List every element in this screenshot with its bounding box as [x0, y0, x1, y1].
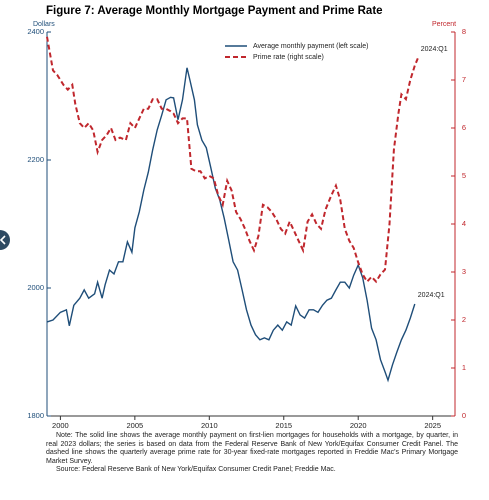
y2-tick-label: 2 — [462, 315, 466, 324]
notes: Note: The solid line shows the average m… — [46, 432, 458, 475]
y2-axis-label: Percent — [432, 21, 456, 28]
x-tick-label: 2020 — [350, 421, 367, 430]
y-axis-label: Dollars — [33, 21, 55, 28]
nav-button[interactable] — [0, 230, 10, 250]
y2-tick-label: 0 — [462, 411, 466, 420]
legend-label: Average monthly payment (left scale) — [253, 43, 368, 50]
note: Source: Federal Reserve Bank of New York… — [56, 466, 336, 474]
y2-tick-label: 6 — [462, 123, 466, 132]
end-label: 2024:Q1 — [418, 292, 445, 299]
y2-tick-label: 4 — [462, 219, 466, 228]
legend-label: Prime rate (right scale) — [253, 54, 324, 61]
y-tick-label: 2200 — [27, 155, 44, 164]
x-tick-label: 2015 — [275, 421, 292, 430]
chart-title: Figure 7: Average Monthly Mortgage Payme… — [46, 5, 383, 17]
y-tick-label: 2000 — [27, 283, 44, 292]
end-label: 2024:Q1 — [421, 46, 448, 53]
nav-circle[interactable] — [0, 230, 10, 250]
y-tick-label: 2400 — [27, 27, 44, 36]
y-tick-label: 1800 — [27, 411, 44, 420]
x-tick-label: 2010 — [201, 421, 218, 430]
note: Note: The solid line shows the average m… — [46, 432, 458, 465]
y2-tick-label: 3 — [462, 267, 466, 276]
y2-tick-label: 1 — [462, 363, 466, 372]
nav-arrow[interactable] — [0, 235, 6, 245]
series-line — [46, 67, 416, 383]
x-tick-label: 2005 — [127, 421, 144, 430]
x-tick-label: 2025 — [424, 421, 441, 430]
y2-tick-label: 7 — [462, 75, 466, 84]
series-line — [46, 36, 419, 284]
x-tick-label: 2000 — [52, 421, 69, 430]
y2-tick-label: 8 — [462, 27, 466, 36]
y2-tick-label: 5 — [462, 171, 466, 180]
